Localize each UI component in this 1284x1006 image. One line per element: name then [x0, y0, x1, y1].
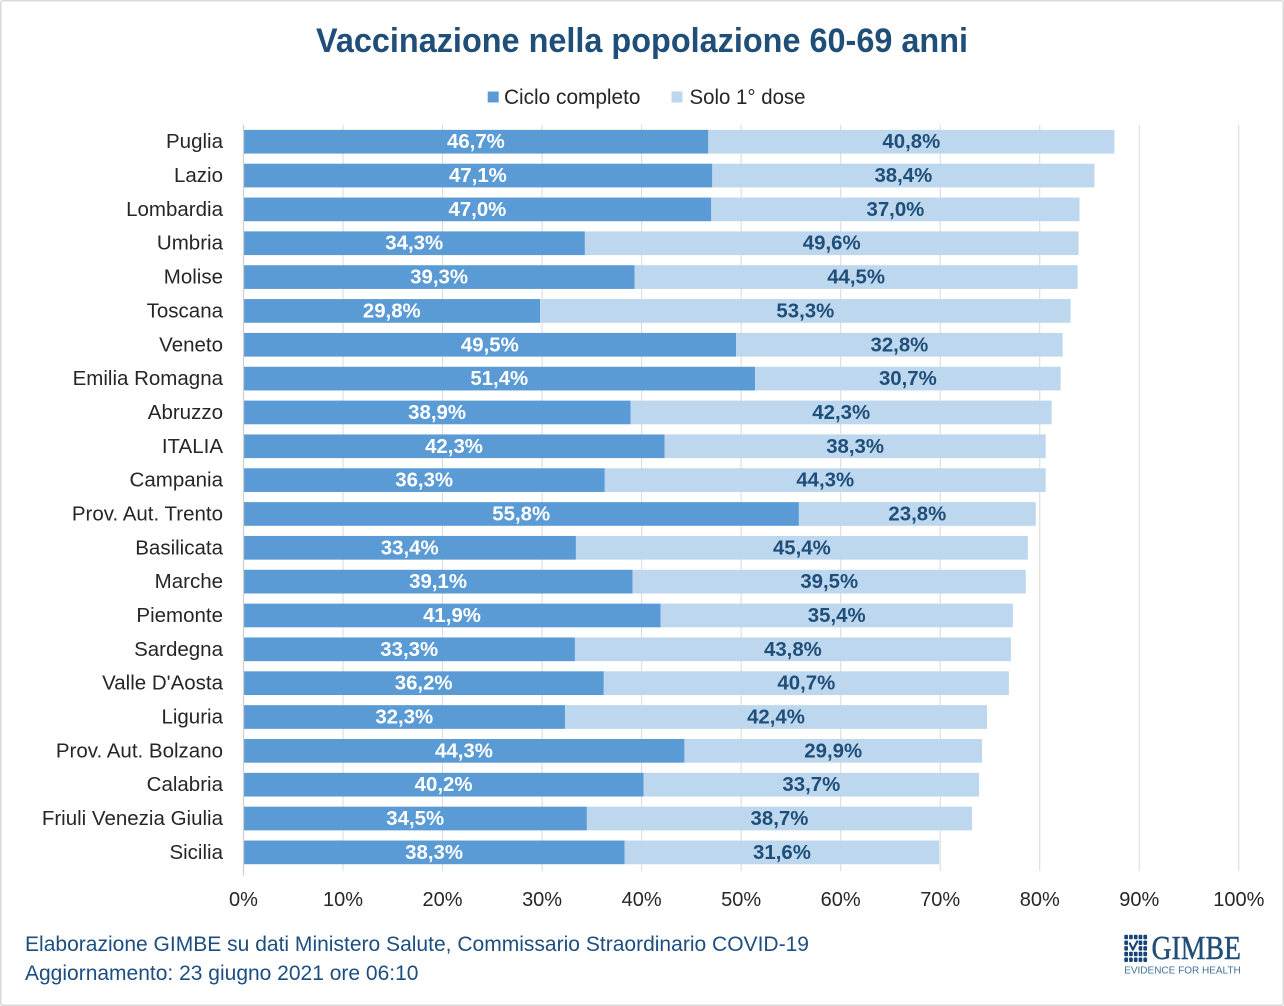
- svg-text:31,6%: 31,6%: [753, 842, 811, 864]
- svg-text:Puglia: Puglia: [166, 130, 224, 153]
- svg-text:Marche: Marche: [155, 570, 223, 593]
- svg-text:Friuli Venezia Giulia: Friuli Venezia Giulia: [42, 807, 224, 830]
- svg-text:30%: 30%: [522, 889, 562, 911]
- svg-text:55,8%: 55,8%: [492, 503, 550, 525]
- svg-text:49,6%: 49,6%: [803, 233, 861, 255]
- svg-text:100%: 100%: [1213, 889, 1264, 911]
- svg-text:Emilia Romagna: Emilia Romagna: [73, 367, 224, 390]
- svg-text:41,9%: 41,9%: [423, 605, 481, 627]
- svg-text:Lombardia: Lombardia: [126, 198, 223, 221]
- svg-text:42,3%: 42,3%: [425, 436, 483, 458]
- svg-text:Abruzzo: Abruzzo: [148, 401, 223, 424]
- svg-text:51,4%: 51,4%: [470, 368, 528, 390]
- svg-text:Valle D'Aosta: Valle D'Aosta: [102, 672, 223, 695]
- svg-text:20%: 20%: [423, 889, 463, 911]
- svg-text:Lazio: Lazio: [174, 164, 223, 187]
- svg-text:23,8%: 23,8%: [888, 503, 946, 525]
- svg-text:53,3%: 53,3%: [776, 300, 834, 322]
- svg-text:Ciclo completo: Ciclo completo: [504, 86, 641, 109]
- svg-text:47,1%: 47,1%: [449, 165, 507, 187]
- svg-text:50%: 50%: [721, 889, 761, 911]
- svg-text:36,2%: 36,2%: [395, 673, 453, 695]
- svg-text:36,3%: 36,3%: [395, 470, 453, 492]
- svg-text:33,3%: 33,3%: [380, 639, 438, 661]
- svg-text:44,3%: 44,3%: [435, 740, 493, 762]
- svg-text:Toscana: Toscana: [147, 299, 224, 322]
- svg-text:10%: 10%: [323, 889, 363, 911]
- svg-text:Vaccinazione nella popolazione: Vaccinazione nella popolazione 60-69 ann…: [316, 22, 968, 60]
- svg-text:GIMBE: GIMBE: [1152, 930, 1242, 967]
- svg-text:70%: 70%: [920, 889, 960, 911]
- svg-text:38,9%: 38,9%: [408, 402, 466, 424]
- svg-text:40,7%: 40,7%: [777, 673, 835, 695]
- svg-text:38,3%: 38,3%: [826, 436, 884, 458]
- svg-text:32,8%: 32,8%: [870, 334, 928, 356]
- svg-text:45,4%: 45,4%: [773, 537, 831, 559]
- svg-text:44,5%: 44,5%: [827, 267, 885, 289]
- svg-text:40,2%: 40,2%: [415, 774, 473, 796]
- svg-text:37,0%: 37,0%: [867, 199, 925, 221]
- svg-text:34,3%: 34,3%: [385, 233, 443, 255]
- svg-text:39,5%: 39,5%: [800, 571, 858, 593]
- svg-text:39,3%: 39,3%: [410, 267, 468, 289]
- svg-text:Elaborazione GIMBE su dati Min: Elaborazione GIMBE su dati Ministero Sal…: [25, 933, 809, 956]
- svg-text:30,7%: 30,7%: [879, 368, 937, 390]
- svg-text:Piemonte: Piemonte: [136, 604, 223, 627]
- svg-text:Molise: Molise: [164, 266, 223, 289]
- svg-text:Prov. Aut. Trento: Prov. Aut. Trento: [72, 502, 223, 525]
- svg-text:Basilicata: Basilicata: [135, 536, 223, 559]
- svg-text:Calabria: Calabria: [147, 773, 224, 796]
- svg-text:49,5%: 49,5%: [461, 334, 519, 356]
- svg-text:29,9%: 29,9%: [804, 740, 862, 762]
- svg-text:46,7%: 46,7%: [447, 131, 505, 153]
- svg-text:44,3%: 44,3%: [796, 470, 854, 492]
- svg-text:90%: 90%: [1119, 889, 1159, 911]
- svg-text:Veneto: Veneto: [159, 333, 223, 356]
- svg-text:Sardegna: Sardegna: [134, 638, 224, 661]
- svg-text:0%: 0%: [229, 889, 258, 911]
- svg-text:ITALIA: ITALIA: [162, 435, 223, 458]
- svg-text:42,3%: 42,3%: [812, 402, 870, 424]
- svg-text:33,4%: 33,4%: [381, 537, 439, 559]
- svg-text:47,0%: 47,0%: [448, 199, 506, 221]
- svg-text:40%: 40%: [622, 889, 662, 911]
- svg-text:EVIDENCE FOR HEALTH: EVIDENCE FOR HEALTH: [1124, 966, 1241, 977]
- svg-text:Aggiornamento: 23 giugno 2021: Aggiornamento: 23 giugno 2021 ore 06:10: [25, 962, 418, 985]
- svg-text:60%: 60%: [821, 889, 861, 911]
- svg-text:39,1%: 39,1%: [409, 571, 467, 593]
- svg-text:Campania: Campania: [130, 469, 224, 492]
- svg-text:35,4%: 35,4%: [808, 605, 866, 627]
- svg-text:Umbria: Umbria: [157, 232, 224, 255]
- svg-text:Solo 1° dose: Solo 1° dose: [690, 86, 806, 109]
- svg-text:32,3%: 32,3%: [375, 707, 433, 729]
- svg-text:33,7%: 33,7%: [782, 774, 840, 796]
- svg-text:38,4%: 38,4%: [874, 165, 932, 187]
- svg-text:29,8%: 29,8%: [363, 300, 421, 322]
- svg-text:Prov. Aut. Bolzano: Prov. Aut. Bolzano: [56, 739, 223, 762]
- svg-text:42,4%: 42,4%: [747, 707, 805, 729]
- svg-text:40,8%: 40,8%: [882, 131, 940, 153]
- svg-text:38,3%: 38,3%: [405, 842, 463, 864]
- svg-text:43,8%: 43,8%: [764, 639, 822, 661]
- svg-text:80%: 80%: [1020, 889, 1060, 911]
- svg-text:34,5%: 34,5%: [386, 808, 444, 830]
- svg-text:Sicilia: Sicilia: [169, 841, 223, 864]
- svg-text:38,7%: 38,7%: [751, 808, 809, 830]
- svg-text:Liguria: Liguria: [161, 706, 223, 729]
